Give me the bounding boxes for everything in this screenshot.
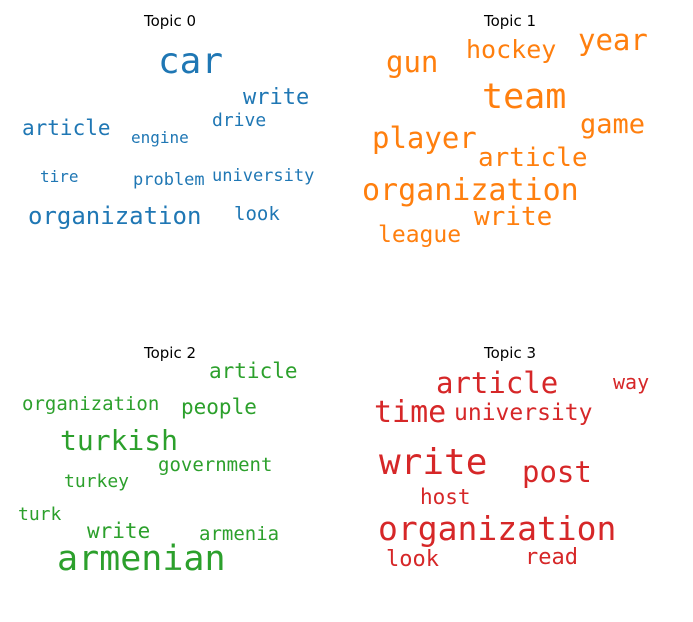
word-drive: drive — [212, 110, 267, 131]
panel-title: Topic 0 — [143, 12, 197, 30]
word-look: look — [234, 203, 280, 225]
word-engine: engine — [131, 128, 189, 147]
word-car: car — [158, 41, 224, 82]
word-organization: organization — [378, 509, 617, 548]
topic-panel-0: Topic 0 car write article organization drive… — [0, 0, 340, 290]
word-article: article — [209, 359, 298, 383]
panel-title: Topic 3 — [483, 344, 537, 362]
word-organization: organization — [22, 393, 160, 415]
word-gun: gun — [386, 45, 439, 79]
word-people: people — [181, 395, 257, 419]
word-university: university — [454, 400, 593, 426]
word-hockey: hockey — [466, 35, 557, 64]
word-article: article — [478, 143, 588, 173]
word-armenia: armenia — [199, 523, 280, 545]
word-tire: tire — [40, 167, 79, 186]
word-write: write — [243, 85, 310, 110]
word-cloud-figure: Topic 0 car write article organization drive… — [0, 0, 680, 577]
word-league: league — [378, 222, 462, 248]
word-team: team — [482, 77, 567, 117]
word-problem: problem — [133, 170, 205, 190]
topic-panel-1: Topic 1 team organization year gun game playe… — [340, 0, 680, 290]
word-turkish: turkish — [60, 424, 179, 457]
word-write: write — [379, 442, 488, 483]
panel-title: Topic 2 — [143, 344, 197, 362]
word-look: look — [386, 547, 439, 572]
word-write: write — [87, 519, 151, 543]
word-university: university — [212, 166, 315, 186]
topic-panel-3: Topic 3 write organization article time post… — [340, 332, 680, 622]
word-organization: organization — [28, 202, 202, 230]
word-time: time — [374, 395, 447, 430]
word-player: player — [372, 121, 477, 155]
word-turk: turk — [18, 504, 62, 525]
panel-title: Topic 1 — [483, 12, 537, 30]
word-armenian: armenian — [57, 539, 226, 579]
word-post: post — [522, 455, 592, 489]
word-read: read — [525, 545, 578, 570]
topic-panel-2: Topic 2 armenian turkish article people orga… — [0, 332, 340, 622]
word-write: write — [474, 202, 553, 232]
word-year: year — [578, 23, 648, 57]
word-host: host — [420, 485, 471, 509]
word-way: way — [613, 370, 650, 394]
word-organization: organization — [362, 173, 579, 208]
word-government: government — [158, 454, 273, 476]
word-article: article — [436, 366, 559, 400]
word-game: game — [580, 109, 646, 140]
word-turkey: turkey — [64, 471, 130, 492]
word-article: article — [22, 116, 111, 140]
